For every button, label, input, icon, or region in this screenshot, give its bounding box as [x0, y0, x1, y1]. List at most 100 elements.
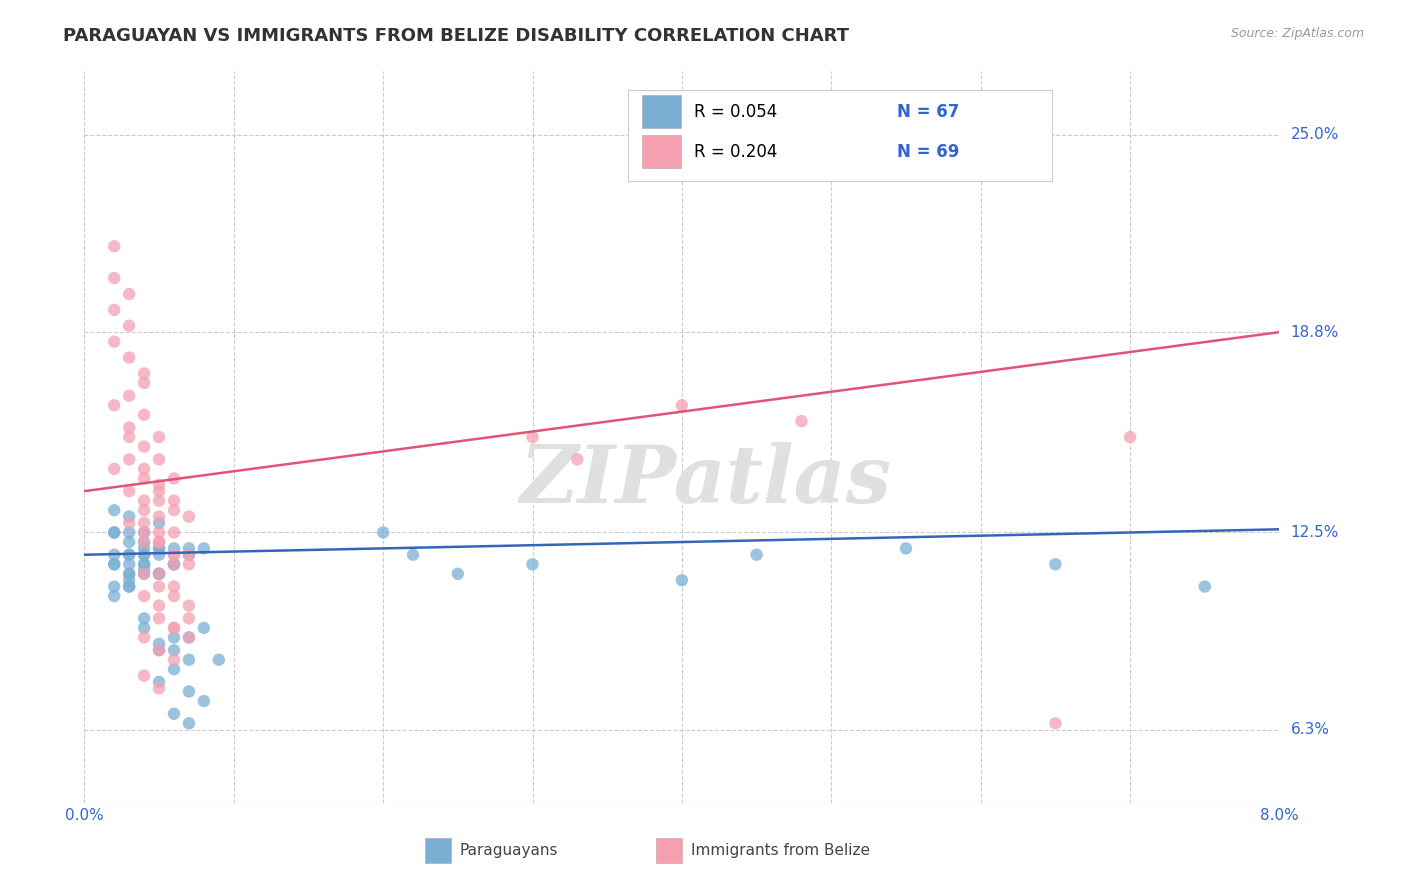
Point: [132, 367, 156, 381]
Point: [132, 566, 156, 581]
Point: [790, 414, 813, 428]
Point: [522, 558, 544, 572]
FancyBboxPatch shape: [655, 838, 682, 863]
FancyBboxPatch shape: [643, 95, 681, 128]
Point: [118, 566, 141, 581]
Point: [208, 653, 231, 667]
Point: [671, 573, 693, 587]
Point: [118, 548, 141, 562]
Point: [148, 611, 170, 625]
Point: [193, 694, 215, 708]
Text: R = 0.204: R = 0.204: [695, 143, 778, 161]
Point: [163, 580, 186, 594]
Point: [148, 566, 170, 581]
Point: [148, 477, 170, 491]
Point: [163, 471, 186, 485]
Text: PARAGUAYAN VS IMMIGRANTS FROM BELIZE DISABILITY CORRELATION CHART: PARAGUAYAN VS IMMIGRANTS FROM BELIZE DIS…: [63, 27, 849, 45]
Point: [522, 430, 544, 444]
Text: Immigrants from Belize: Immigrants from Belize: [692, 843, 870, 858]
Text: 18.8%: 18.8%: [1291, 325, 1339, 340]
Point: [103, 398, 125, 412]
Point: [148, 484, 170, 499]
Point: [148, 643, 170, 657]
Point: [163, 525, 186, 540]
Point: [132, 516, 156, 530]
Point: [402, 548, 425, 562]
Point: [118, 516, 141, 530]
Text: 6.3%: 6.3%: [1291, 723, 1330, 737]
Point: [148, 516, 170, 530]
Point: [132, 589, 156, 603]
Point: [118, 452, 141, 467]
FancyBboxPatch shape: [643, 136, 681, 169]
Point: [132, 611, 156, 625]
Point: [1194, 580, 1216, 594]
Point: [118, 548, 141, 562]
Text: N = 67: N = 67: [897, 103, 959, 120]
Point: [148, 430, 170, 444]
Point: [132, 558, 156, 572]
Point: [177, 558, 200, 572]
Point: [148, 548, 170, 562]
Point: [132, 668, 156, 682]
FancyBboxPatch shape: [425, 838, 451, 863]
Point: [148, 541, 170, 556]
Point: [132, 558, 156, 572]
Point: [177, 653, 200, 667]
Point: [163, 662, 186, 676]
Point: [118, 535, 141, 549]
Point: [163, 548, 186, 562]
Point: [148, 541, 170, 556]
Point: [1045, 716, 1067, 731]
Point: [132, 462, 156, 476]
Point: [118, 566, 141, 581]
Point: [177, 611, 200, 625]
Point: [103, 525, 125, 540]
Point: [132, 493, 156, 508]
Point: [132, 525, 156, 540]
Point: [447, 566, 470, 581]
Point: [163, 558, 186, 572]
Point: [163, 493, 186, 508]
Point: [148, 599, 170, 613]
Point: [132, 566, 156, 581]
Point: [163, 503, 186, 517]
Point: [163, 548, 186, 562]
Point: [177, 548, 200, 562]
Text: ZIPatlas: ZIPatlas: [520, 442, 891, 520]
Point: [103, 271, 125, 285]
Point: [118, 389, 141, 403]
Point: [103, 302, 125, 317]
Point: [103, 548, 125, 562]
Point: [163, 558, 186, 572]
Point: [118, 573, 141, 587]
Point: [103, 334, 125, 349]
Point: [163, 558, 186, 572]
Point: [163, 631, 186, 645]
Point: [132, 564, 156, 578]
Point: [118, 484, 141, 499]
Point: [118, 430, 141, 444]
Point: [148, 580, 170, 594]
Point: [177, 716, 200, 731]
Point: [103, 558, 125, 572]
Point: [118, 580, 141, 594]
Text: 12.5%: 12.5%: [1291, 525, 1339, 540]
Point: [103, 558, 125, 572]
Point: [177, 631, 200, 645]
Point: [148, 535, 170, 549]
Point: [103, 503, 125, 517]
Point: [118, 318, 141, 333]
Point: [148, 566, 170, 581]
Point: [163, 621, 186, 635]
Point: [132, 376, 156, 390]
Point: [163, 643, 186, 657]
Text: Paraguayans: Paraguayans: [460, 843, 558, 858]
Point: [148, 675, 170, 690]
Text: 25.0%: 25.0%: [1291, 128, 1339, 143]
Text: R = 0.054: R = 0.054: [695, 103, 778, 120]
Point: [132, 631, 156, 645]
Point: [177, 631, 200, 645]
Point: [132, 503, 156, 517]
Point: [163, 653, 186, 667]
